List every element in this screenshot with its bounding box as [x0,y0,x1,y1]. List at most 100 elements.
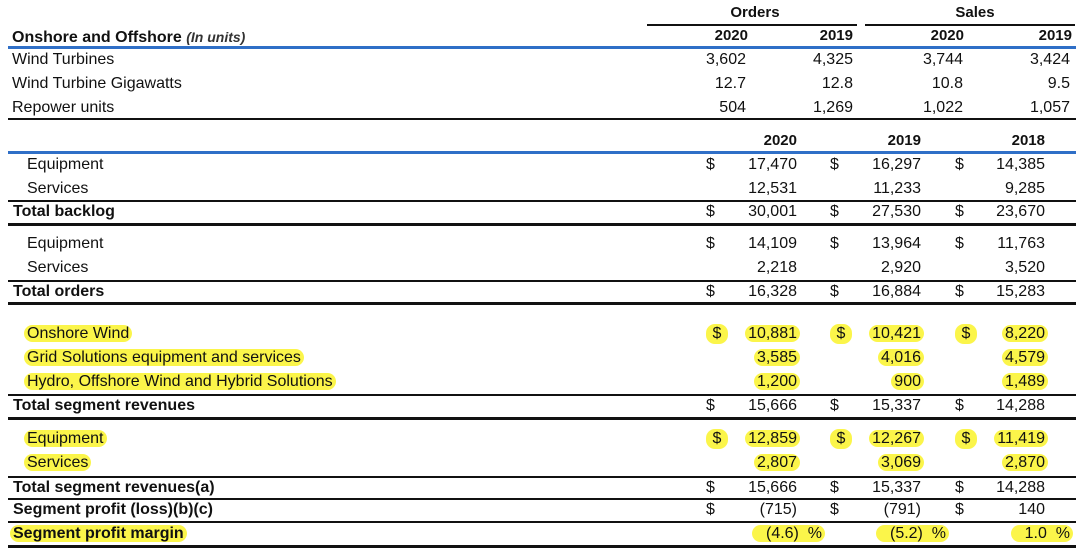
dollar-sign: $ [955,479,964,496]
dollar-sign: $ [706,156,715,173]
row-label: Wind Turbine Gigawatts [12,75,182,92]
row-label: Equipment [27,156,104,173]
cell-value: 11,233 [873,180,921,197]
row-label: Repower units [12,99,115,116]
cell-value: 3,585 [753,348,800,368]
cell-value: 16,884 [872,283,921,300]
cell-value: 12,531 [748,180,797,197]
dollar-sign: $ [955,156,964,173]
cell-value: (791) [883,501,921,518]
dollar-sign: $ [830,235,839,252]
dollar-sign: $ [706,479,715,496]
row-label: Total segment revenues(a) [13,479,215,496]
cell-value: 2,218 [756,259,797,276]
cell-value: 1,200 [753,372,800,392]
cell-value: 2,920 [880,259,921,276]
dollar-sign: $ [830,283,839,300]
row-label: Services [27,180,89,197]
cell-value: (715) [759,501,797,518]
dollar-sign: $ [830,397,839,414]
cell: 504 [719,99,746,116]
dollar-sign: $ [706,501,715,518]
units-table-bottom-rule [8,118,1076,120]
fin-col-2020: 2020 [763,132,797,149]
cell: 3,744 [922,51,963,68]
dollar-sign: $ [706,203,715,220]
cell: 9.5 [1047,75,1070,92]
rule-after-profit [8,521,1076,523]
cell-value: 13,964 [872,235,921,252]
row-label: Grid Solutions equipment and services [24,348,304,368]
cell-value: 16,297 [872,156,921,173]
dollar-sign: $ [706,283,715,300]
rule-after-total-orders [8,302,1076,305]
dollar-sign: $ [706,235,715,252]
rule-after-total-backlog [8,223,1076,226]
dollar-sign: $ [830,324,852,344]
units-header-blue-rule [8,46,1076,49]
rule-after-total-segment-a [8,498,1076,500]
cell-value: 12,859 [745,429,800,449]
orders-group-header: Orders [730,4,780,21]
cell: 1,022 [922,99,963,116]
cell-value: 3,069 [877,453,924,473]
dollar-sign: $ [830,429,852,449]
units-col-sales-2020: 2020 [930,27,964,44]
dollar-sign: $ [955,397,964,414]
dollar-sign: $ [955,203,964,220]
row-label: Onshore Wind [24,324,133,344]
cell-value: 2,870 [1001,453,1048,473]
cell-value: 9,285 [1004,180,1045,197]
dollar-sign: $ [706,397,715,414]
units-table-title-text: Onshore and Offshore [12,29,182,46]
dollar-sign: $ [706,324,728,344]
fin-col-2018: 2018 [1011,132,1045,149]
orders-header-rule [647,24,857,26]
row-label: Total backlog [13,203,115,220]
cell-value: 140 [1018,501,1045,518]
rule-before-total-segment-a [8,476,1076,478]
dollar-sign: $ [830,479,839,496]
cell: 12.7 [714,75,746,92]
cell-value: 11,763 [997,235,1045,252]
units-col-orders-2019: 2019 [819,27,853,44]
row-label: Equipment [27,235,104,252]
rule-after-total-segment [8,417,1076,420]
cell-value: 14,288 [996,479,1045,496]
row-label: Services [24,453,92,473]
cell-value: 900 [891,372,924,392]
rule-table-bottom [8,545,1076,548]
dollar-sign: $ [955,324,977,344]
row-label: Services [27,259,89,276]
units-col-orders-2020: 2020 [714,27,748,44]
row-label: Total orders [13,283,105,300]
cell-value: 2,807 [753,453,800,473]
cell: 10.8 [931,75,963,92]
cell-value: 8,220 [1001,324,1048,344]
dollar-sign: $ [955,501,964,518]
cell-value: 4,579 [1001,348,1048,368]
cell-value: 15,337 [872,479,921,496]
row-label: Segment profit margin [10,524,187,544]
cell: 3,424 [1029,51,1070,68]
row-label: Hydro, Offshore Wind and Hybrid Solution… [24,372,336,392]
rule-before-total-segment [8,394,1076,396]
cell-value: (4.6) % [751,524,825,544]
cell-value: 10,881 [745,324,800,344]
cell-value: 15,337 [872,397,921,414]
units-table-title: Onshore and Offshore (In units) [12,27,245,48]
fin-header-blue-rule [8,151,1076,154]
cell-value: 14,109 [748,235,797,252]
cell-value: 30,001 [748,203,797,220]
cell-value: 4,016 [877,348,924,368]
cell-value: 11,419 [994,429,1048,449]
cell: 3,602 [705,51,746,68]
cell-value: 15,666 [748,479,797,496]
sales-header-rule [865,24,1075,26]
cell-value: 12,267 [869,429,924,449]
cell: 4,325 [812,51,853,68]
fin-col-2019: 2019 [887,132,921,149]
dollar-sign: $ [955,235,964,252]
cell-value: 27,530 [872,203,921,220]
cell-value: 1,489 [1001,372,1048,392]
